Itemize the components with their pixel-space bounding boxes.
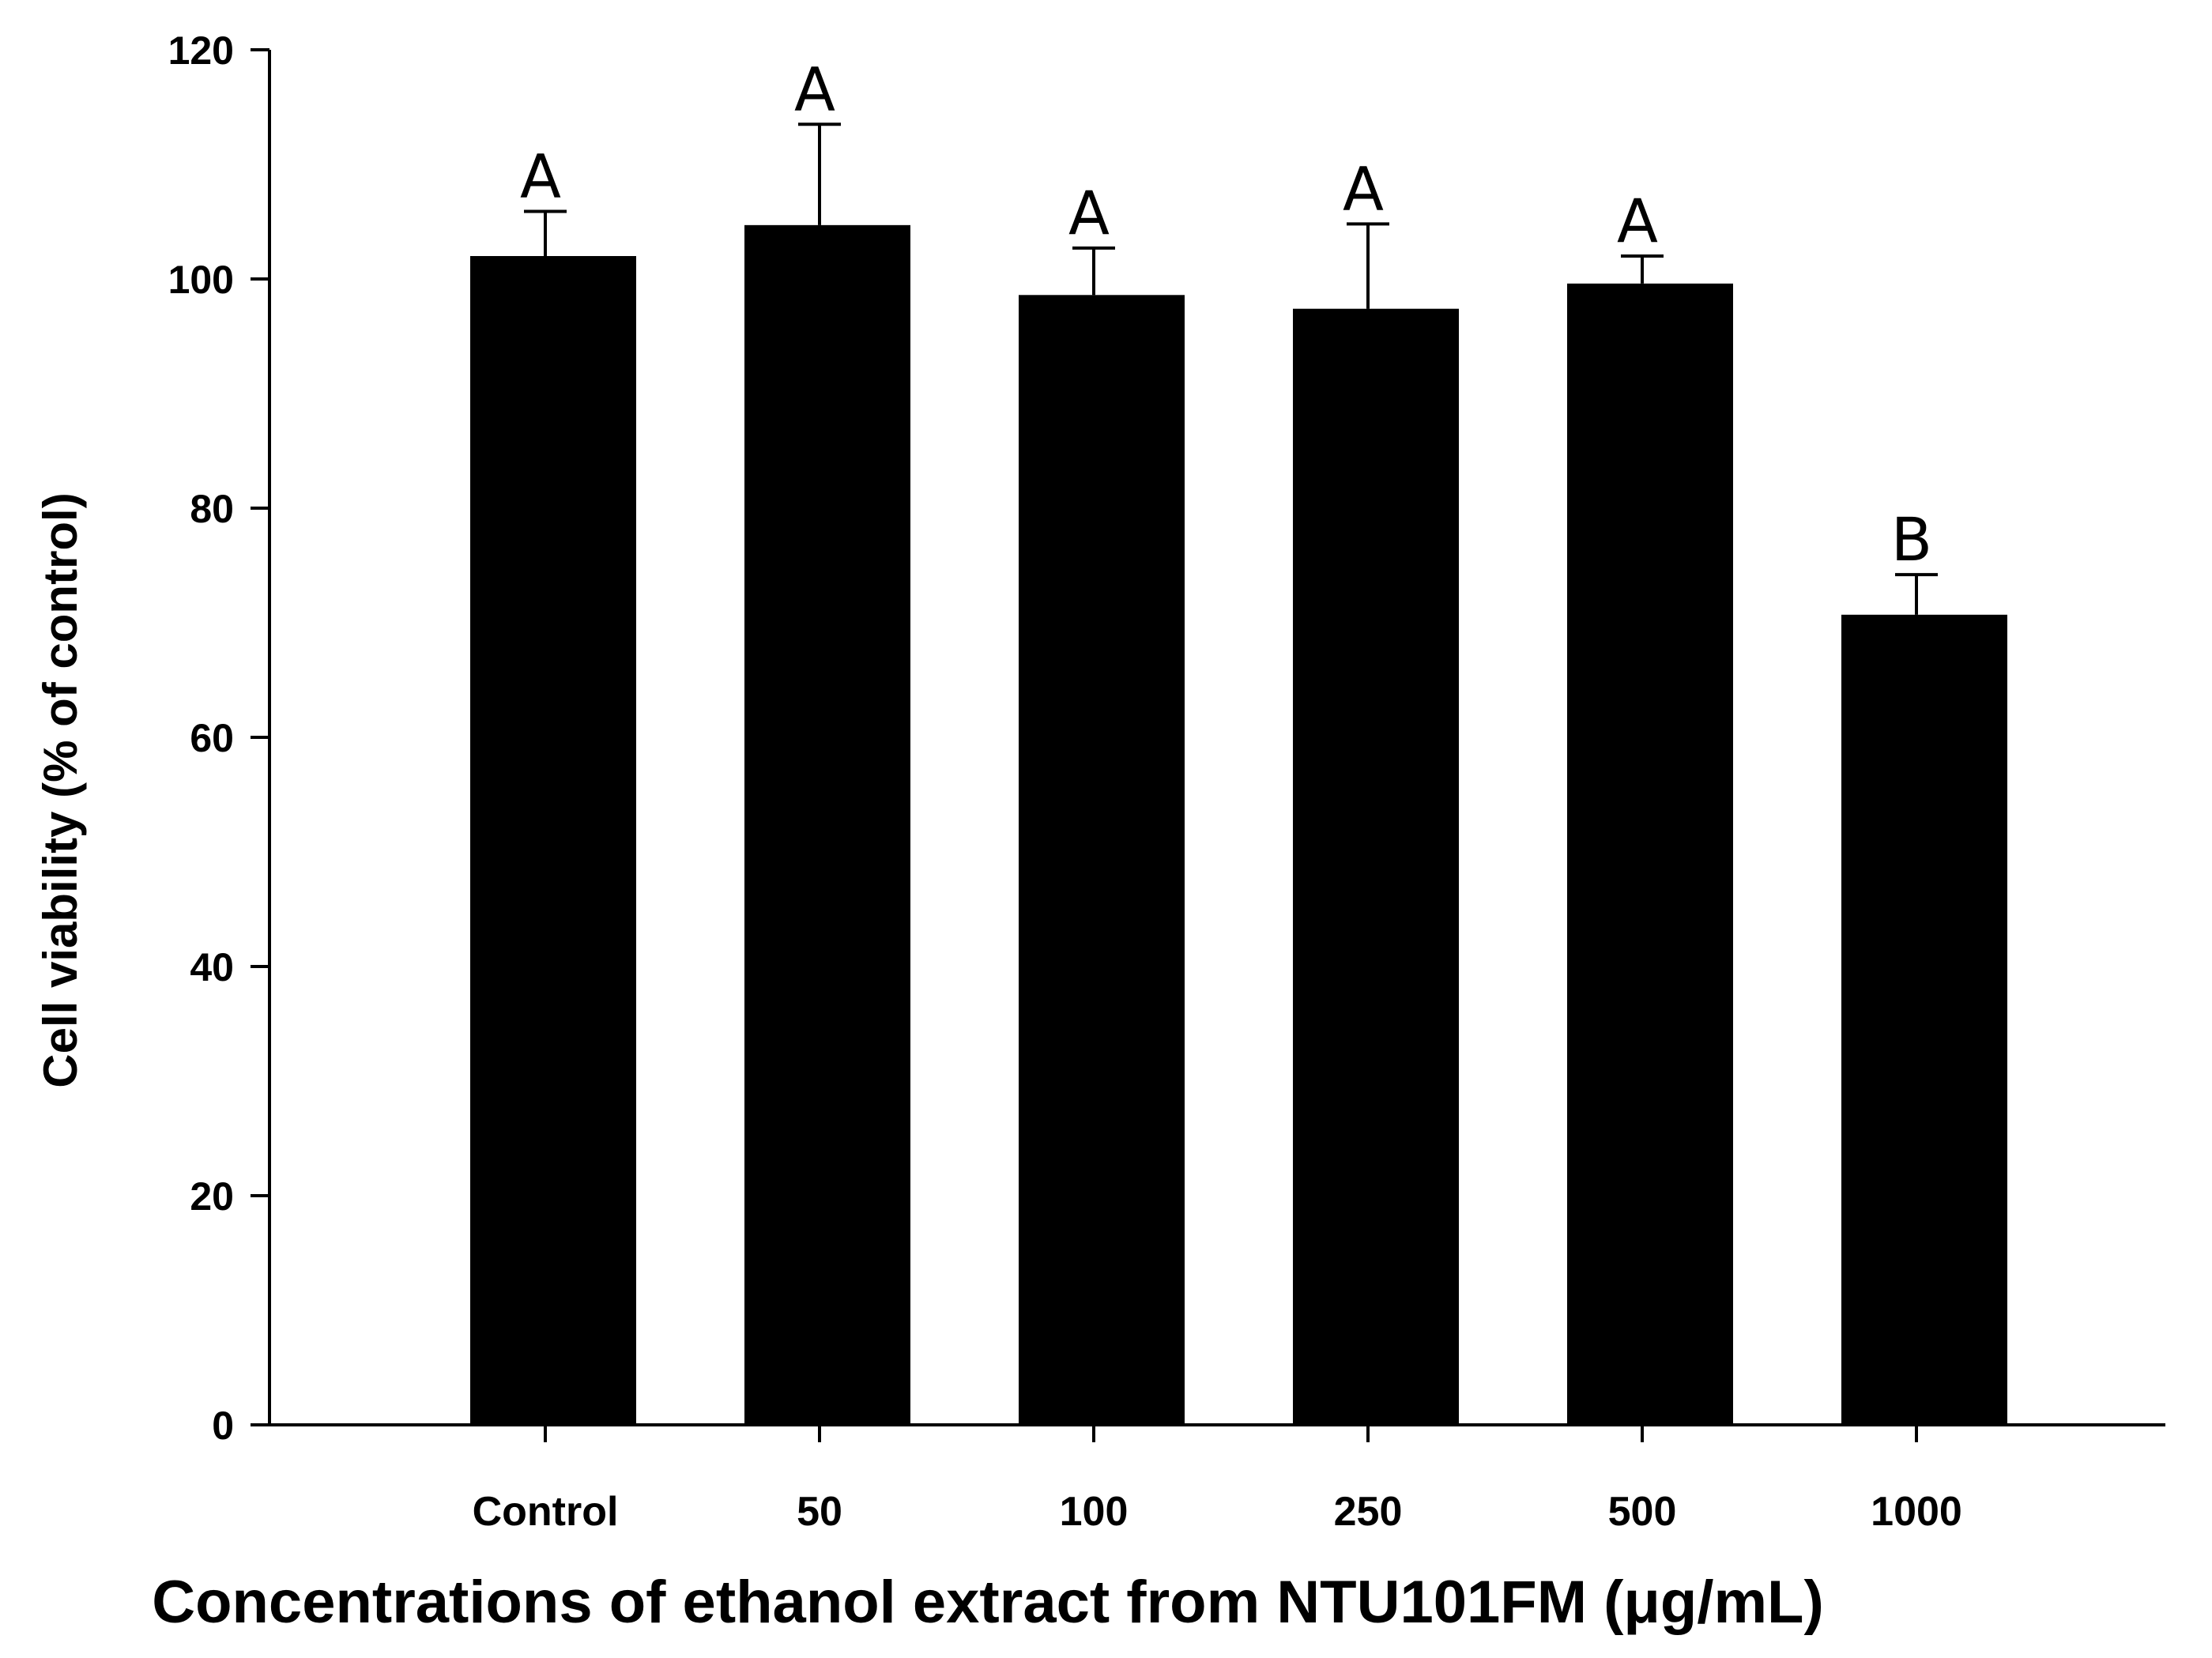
significance-label: A [794,54,835,124]
y-axis-title: Cell viability (% of control) [34,492,87,1087]
bar [1841,614,2007,1425]
x-tick-label: 500 [1608,1489,1677,1535]
significance-letters: A A A A A B [520,54,1932,575]
significance-label: A [1068,178,1110,248]
y-tick-label: 80 [190,487,234,531]
error-bars [524,122,1938,615]
significance-label: A [1617,186,1658,256]
bar [744,224,910,1426]
bar [1293,308,1459,1426]
y-tick-label: 60 [190,716,234,760]
x-tick-label: 250 [1334,1489,1403,1535]
x-tick-label: Control [473,1489,619,1535]
y-tick-label: 100 [168,258,234,302]
y-tick-label: 40 [190,945,234,989]
y-tick-label: 0 [212,1404,234,1448]
x-tick-label: 1000 [1871,1489,1962,1535]
bar [1567,283,1733,1425]
y-tick-label: 120 [168,28,234,73]
bar [470,256,636,1425]
significance-label: B [1891,504,1932,575]
y-tick-label: 20 [190,1174,234,1219]
significance-label: A [1343,153,1384,224]
y-axis: 0 20 40 60 80 100 120 [168,28,271,1448]
bars [470,224,2007,1426]
bar [1019,295,1185,1425]
x-tick-label: 100 [1060,1489,1129,1535]
significance-label: A [520,141,561,211]
x-tick-label: 50 [797,1489,842,1535]
x-axis: Control 50 100 250 500 1000 [251,1423,2165,1535]
x-axis-title: Concentrations of ethanol extract from N… [152,1569,1824,1636]
